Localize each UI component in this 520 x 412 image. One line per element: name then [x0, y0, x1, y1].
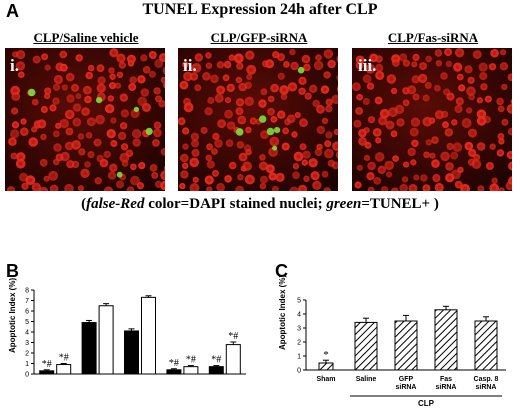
figure-caption: (false-Red color=DAPI stained nuclei; gr… [0, 195, 520, 213]
caption-green: green [326, 196, 362, 212]
chart-c-category-label: Saline [356, 376, 377, 383]
image-index-ii: ii. [183, 56, 197, 75]
panel-b-letter: B [6, 261, 19, 281]
chart-c-ytick: 2 [297, 340, 301, 347]
chart-b-bar [166, 369, 182, 375]
panel-c-letter: C [275, 261, 288, 281]
chart-b-ytick: 7 [25, 298, 29, 305]
image-index-iii: iii. [358, 56, 377, 75]
chart-b-annotation: *# [211, 355, 221, 366]
chart-b-bar [39, 370, 55, 375]
chart-b-bar [98, 305, 114, 375]
image-label-gfp-sirna: CLP/GFP-siRNA [210, 30, 308, 45]
chart-b-bar [208, 366, 224, 375]
chart-b-annotation: *# [228, 331, 238, 342]
micrograph-fas-sirna [352, 48, 512, 191]
chart-b-ytick: 8 [25, 288, 29, 295]
chart-c-ytick: 0 [297, 368, 301, 375]
caption-false-red: false-Red [86, 196, 145, 212]
image-index-i: i. [10, 56, 19, 75]
figure-title: TUNEL Expression 24h after CLP [142, 1, 378, 18]
chart-b-annotation: *# [186, 355, 196, 366]
chart-c-bar [318, 362, 334, 371]
chart-b-ytick: 5 [25, 319, 29, 326]
chart-c-ytick: 4 [297, 312, 301, 319]
chart-c-category-label: Sham [316, 376, 335, 383]
caption-end: =TUNEL+ ) [361, 196, 439, 212]
chart-c-category-label: Fas [440, 376, 452, 383]
chart-b-ytick: 3 [25, 340, 29, 347]
chart-c-ytick: 3 [297, 326, 301, 333]
chart-c-category-label: GFP [399, 376, 414, 383]
chart-c-bar [354, 321, 378, 371]
chart-c-category-label: siRNA [395, 384, 416, 391]
chart-b-annotation: *# [59, 353, 69, 364]
chart-c-category-label: siRNA [435, 384, 456, 391]
chart-b-bar [124, 330, 139, 375]
chart-b-ytick: 1 [25, 361, 29, 368]
chart-b-ytick: 2 [25, 351, 29, 358]
chart-b-bar [81, 322, 97, 375]
chart-c-bar [394, 320, 418, 371]
chart-b-annotation: *# [42, 359, 52, 370]
chart-c-ytick: 5 [297, 298, 301, 305]
caption-open: ( [81, 196, 87, 212]
panel-a-letter: A [6, 1, 19, 21]
chart-c-category-label: siRNA [475, 384, 496, 391]
chart-b-bar [183, 366, 199, 375]
chart-c-bar [474, 320, 498, 371]
chart-c-bar [434, 309, 458, 371]
chart-b-ytick: 4 [25, 330, 29, 337]
chart-b-bar [225, 344, 241, 375]
micrograph-saline [5, 48, 165, 191]
chart-b-bar [141, 296, 156, 375]
micrograph-gfp-sirna [178, 48, 338, 191]
caption-mid: color=DAPI stained nuclei; [144, 196, 327, 212]
chart-b-annotation: *# [169, 358, 179, 369]
image-label-fas-sirna: CLP/Fas-siRNA [387, 30, 479, 45]
chart-c-group-label: CLP [418, 399, 435, 408]
chart-b-bar [56, 364, 72, 375]
chart-b-ytick: 0 [25, 372, 29, 379]
chart-c-category-label: Casp. 8 [474, 376, 499, 383]
chart-c-ytick: 1 [297, 354, 301, 361]
image-label-saline: CLP/Saline vehicle [33, 30, 139, 45]
chart-b-bars: 0 1 2 3 4 5 6 7 8 *# *# *# *# *# *# [25, 288, 246, 379]
chart-b-ytick: 6 [25, 309, 29, 316]
chart-c-annotation: * [323, 349, 329, 361]
